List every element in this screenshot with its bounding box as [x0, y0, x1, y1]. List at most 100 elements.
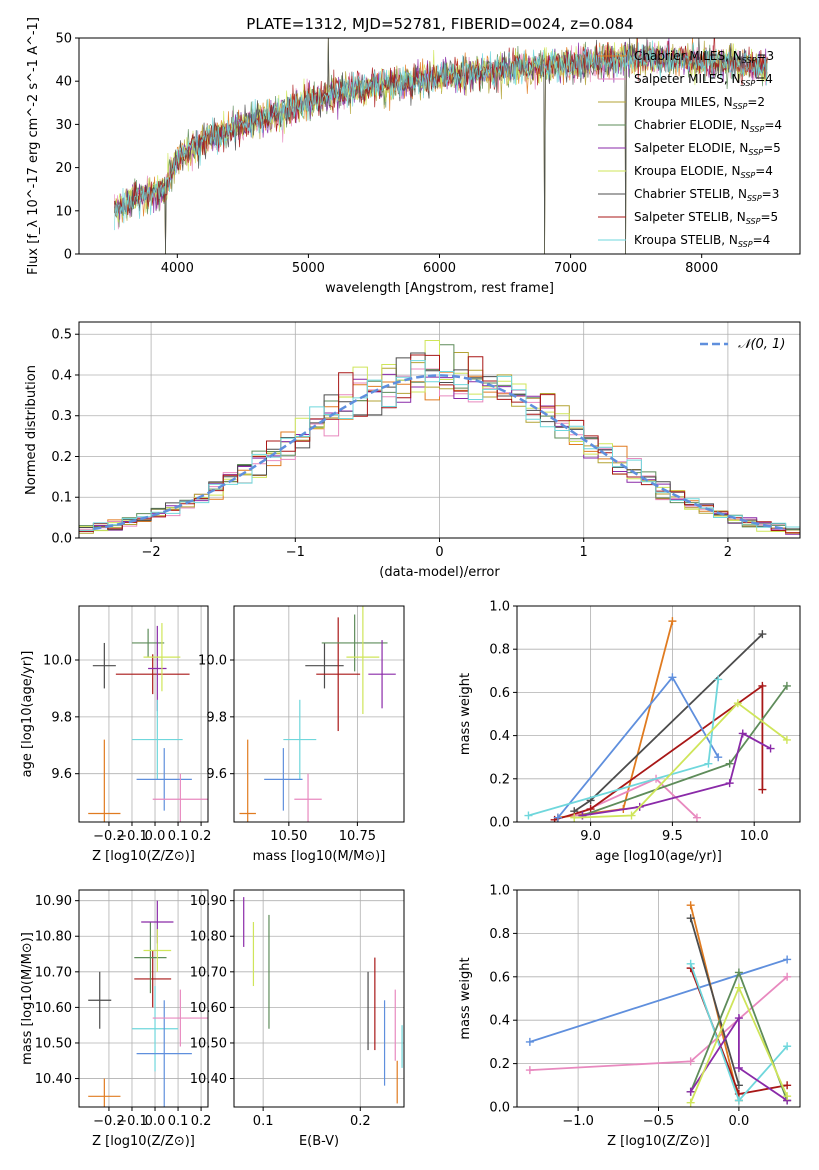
- y-tick-label: 50: [55, 32, 72, 47]
- panel-mass-vs-EBV: 0.1 0.2 10.40 10.50 10.60 10.70 10.80 10.90 E(B-…: [190, 889, 405, 1149]
- weight-series-4: [686, 914, 743, 1090]
- x-tick-label: 0.1: [253, 1114, 274, 1129]
- weight-marker: [733, 699, 742, 708]
- errorbar-point: [264, 748, 303, 811]
- legend-entry: Kroupa MILES, NSSP=2: [634, 95, 765, 111]
- plot-area-weight-vs-age: [524, 617, 791, 822]
- weight-marker: [524, 811, 533, 820]
- errorbar-point: [134, 922, 167, 994]
- x-tick-label: 0.0: [729, 1114, 750, 1129]
- panel-age-vs-mass: 10.50 10.75 9.6 9.8 10.0 mass [log10(M/M⊙)]: [198, 605, 405, 864]
- plot-area-weight-vs-Z: [525, 901, 792, 1107]
- x-tick-label: 0.1: [168, 1114, 189, 1129]
- y-tick-label: 10.90: [190, 894, 227, 909]
- weight-marker: [686, 1057, 695, 1066]
- y-axis-label: mass weight: [458, 673, 473, 755]
- x-axis-label: E(B-V): [299, 1134, 339, 1149]
- panel-spectrum: 4000 5000 6000 7000 8000 0 10 20 30 40 50 wavelengt…: [26, 17, 801, 296]
- errorbar-point: [321, 614, 388, 672]
- weight-marker: [692, 813, 701, 822]
- plot-area-mass-vs-EBV: [243, 897, 403, 1104]
- weight-marker: [783, 1042, 792, 1051]
- x-tick-label: −1.0: [562, 1114, 594, 1129]
- weight-marker: [783, 955, 792, 964]
- y-tick-label: 10.0: [198, 654, 227, 669]
- legend-entry: Salpeter ELODIE, NSSP=5: [634, 141, 781, 157]
- y-axis-label: mass [log10(M/M⊙)]: [20, 932, 35, 1065]
- legend-entry: Chabrier STELIB, NSSP=3: [634, 187, 779, 203]
- y-tick-label: 10.90: [35, 894, 72, 909]
- weight-marker: [738, 729, 747, 738]
- weight-series-8: [578, 729, 775, 820]
- panel-weight-vs-age: 9.0 9.5 10.0 0.0 0.2 0.4 0.6 0.8 1.0 age [log10(a…: [458, 600, 801, 864]
- errorbar-point: [88, 971, 112, 1029]
- x-tick-label: 6000: [423, 261, 456, 276]
- weight-marker: [668, 617, 677, 626]
- y-tick-label: 10.40: [35, 1072, 72, 1087]
- y-tick-label: 10.70: [190, 965, 227, 980]
- weight-series-3: [570, 630, 767, 816]
- y-tick-label: 0.0: [489, 816, 510, 831]
- plot-area-mass-vs-Z: [88, 900, 208, 1107]
- weight-marker: [758, 630, 767, 639]
- legend-entry: Salpeter STELIB, NSSP=5: [634, 210, 778, 226]
- weight-line: [557, 620, 674, 819]
- x-tick-label: 10.50: [270, 829, 307, 844]
- errorbar-point: [88, 739, 121, 822]
- weight-series-6: [524, 675, 723, 820]
- weight-marker: [553, 813, 562, 822]
- x-axis-label: mass [log10(M/M⊙)]: [253, 849, 386, 864]
- y-axis-label: mass weight: [458, 957, 473, 1039]
- x-tick-label: −0.2: [93, 1114, 125, 1129]
- weight-marker: [686, 1098, 695, 1107]
- y-tick-label: 10: [55, 204, 72, 219]
- weight-marker: [783, 972, 792, 981]
- legend-entry: Salpeter MILES, NSSP=4: [634, 72, 773, 88]
- y-tick-label: 0.6: [489, 970, 510, 985]
- weight-line: [689, 917, 740, 1086]
- x-tick-label: −1: [286, 545, 305, 560]
- y-tick-label: 10.80: [35, 930, 72, 945]
- weight-series-1: [525, 955, 792, 1046]
- x-tick-label: 0.0: [145, 829, 166, 844]
- weight-marker: [714, 675, 723, 684]
- panel-age-vs-Z: −0.2−0.10.0 0.1 0.2 9.6 9.8 10.0 Z [log10(Z/Z⊙…: [20, 605, 211, 864]
- axes-frame: [233, 889, 405, 1108]
- weight-marker: [570, 813, 579, 822]
- y-tick-label: 0.4: [51, 368, 72, 383]
- y-tick-label: 10.0: [43, 654, 72, 669]
- weight-marker: [734, 1063, 743, 1072]
- errorbar-point: [131, 986, 179, 1072]
- weight-marker: [783, 1092, 792, 1101]
- errorbar-point: [92, 642, 116, 689]
- axes-frame: [78, 605, 209, 823]
- weight-marker: [686, 1087, 695, 1096]
- axes-frame: [233, 605, 405, 823]
- errorbar-point: [88, 1078, 121, 1107]
- weight-marker: [714, 753, 723, 762]
- y-tick-label: 9.6: [206, 767, 227, 782]
- y-tick-label: 1.0: [489, 600, 510, 615]
- weight-marker: [734, 968, 743, 977]
- y-tick-label: 0.2: [489, 1057, 510, 1072]
- panel-residuals: −2 −1 0 1 2 0.0 0.1 0.2 0.3 0.4 0.5 (data-model)/er…: [24, 321, 801, 580]
- y-tick-label: 10.60: [190, 1001, 227, 1016]
- y-tick-label: 0.0: [51, 532, 72, 547]
- weight-marker: [525, 1037, 534, 1046]
- y-tick-label: 0.1: [51, 491, 72, 506]
- errorbar-point: [136, 1000, 192, 1107]
- legend-entry: Kroupa STELIB, NSSP=4: [634, 233, 770, 249]
- weight-marker: [734, 983, 743, 992]
- y-tick-label: 1.0: [489, 884, 510, 899]
- weight-series-5: [553, 673, 723, 822]
- errorbar-point: [239, 739, 256, 822]
- weight-series-4: [550, 681, 767, 822]
- x-tick-label: 0.0: [145, 1114, 166, 1129]
- errorbar-point: [143, 929, 172, 972]
- normal-curve: [93, 374, 786, 531]
- y-tick-label: 30: [55, 118, 72, 133]
- x-tick-label: 7000: [554, 261, 587, 276]
- x-tick-label: 0.2: [350, 1114, 371, 1129]
- weight-marker: [758, 681, 767, 690]
